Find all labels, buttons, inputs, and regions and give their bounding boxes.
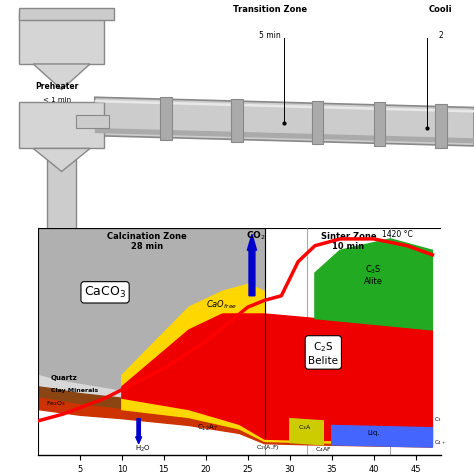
- Text: Calcination Zone
28 min: Calcination Zone 28 min: [107, 232, 187, 252]
- Text: Cooli: Cooli: [429, 5, 453, 14]
- Polygon shape: [332, 426, 432, 447]
- Polygon shape: [435, 104, 447, 147]
- Text: H$_2$O: H$_2$O: [135, 444, 151, 454]
- Polygon shape: [231, 99, 243, 142]
- Text: C$_2$S
Belite: C$_2$S Belite: [308, 341, 338, 366]
- Text: Clay Minerals: Clay Minerals: [51, 389, 98, 393]
- Polygon shape: [38, 375, 432, 443]
- Text: Fe$_2$O$_3$: Fe$_2$O$_3$: [46, 399, 66, 408]
- Polygon shape: [312, 100, 323, 144]
- Text: 1420 °C: 1420 °C: [382, 229, 413, 238]
- Text: C$_4$AF: C$_4$AF: [315, 445, 332, 454]
- Polygon shape: [315, 239, 432, 330]
- Text: Preheater: Preheater: [35, 82, 79, 91]
- Text: Transition Zone: Transition Zone: [233, 5, 307, 14]
- Polygon shape: [19, 102, 104, 148]
- Polygon shape: [95, 100, 474, 113]
- Polygon shape: [38, 398, 432, 447]
- Text: CaCO$_3$: CaCO$_3$: [84, 285, 126, 300]
- Text: CO$_2$: CO$_2$: [246, 230, 266, 242]
- Polygon shape: [122, 284, 264, 437]
- Text: Liq.: Liq.: [367, 429, 380, 436]
- Polygon shape: [122, 398, 432, 445]
- Polygon shape: [19, 13, 104, 64]
- Polygon shape: [290, 419, 323, 445]
- Text: 2: 2: [438, 31, 443, 40]
- Polygon shape: [38, 387, 432, 445]
- FancyBboxPatch shape: [76, 115, 109, 128]
- Polygon shape: [122, 314, 432, 441]
- Polygon shape: [33, 148, 90, 172]
- Text: < 1 min: < 1 min: [43, 97, 71, 103]
- Text: C$_{12}$A$_7$: C$_{12}$A$_7$: [197, 423, 219, 433]
- FancyArrow shape: [136, 419, 142, 444]
- Text: Sinter Zone
10 min: Sinter Zone 10 min: [321, 232, 376, 252]
- FancyArrow shape: [247, 234, 256, 296]
- Text: C$_3$S
Alite: C$_3$S Alite: [364, 264, 383, 286]
- Polygon shape: [38, 228, 264, 437]
- Polygon shape: [33, 64, 90, 90]
- Text: CaO$_{free}$: CaO$_{free}$: [206, 298, 237, 310]
- Text: C$_{4+}$: C$_{4+}$: [434, 438, 446, 447]
- Text: C$_3$: C$_3$: [434, 415, 442, 424]
- Polygon shape: [374, 102, 385, 146]
- Text: C$_3$A: C$_3$A: [298, 423, 312, 432]
- Text: 5 min: 5 min: [259, 31, 281, 40]
- Text: C$_2$(A,F): C$_2$(A,F): [256, 443, 280, 452]
- FancyBboxPatch shape: [19, 8, 114, 20]
- Polygon shape: [160, 97, 172, 140]
- Text: Quartz: Quartz: [51, 375, 77, 381]
- Polygon shape: [95, 97, 474, 146]
- FancyBboxPatch shape: [47, 128, 76, 230]
- Polygon shape: [95, 128, 474, 143]
